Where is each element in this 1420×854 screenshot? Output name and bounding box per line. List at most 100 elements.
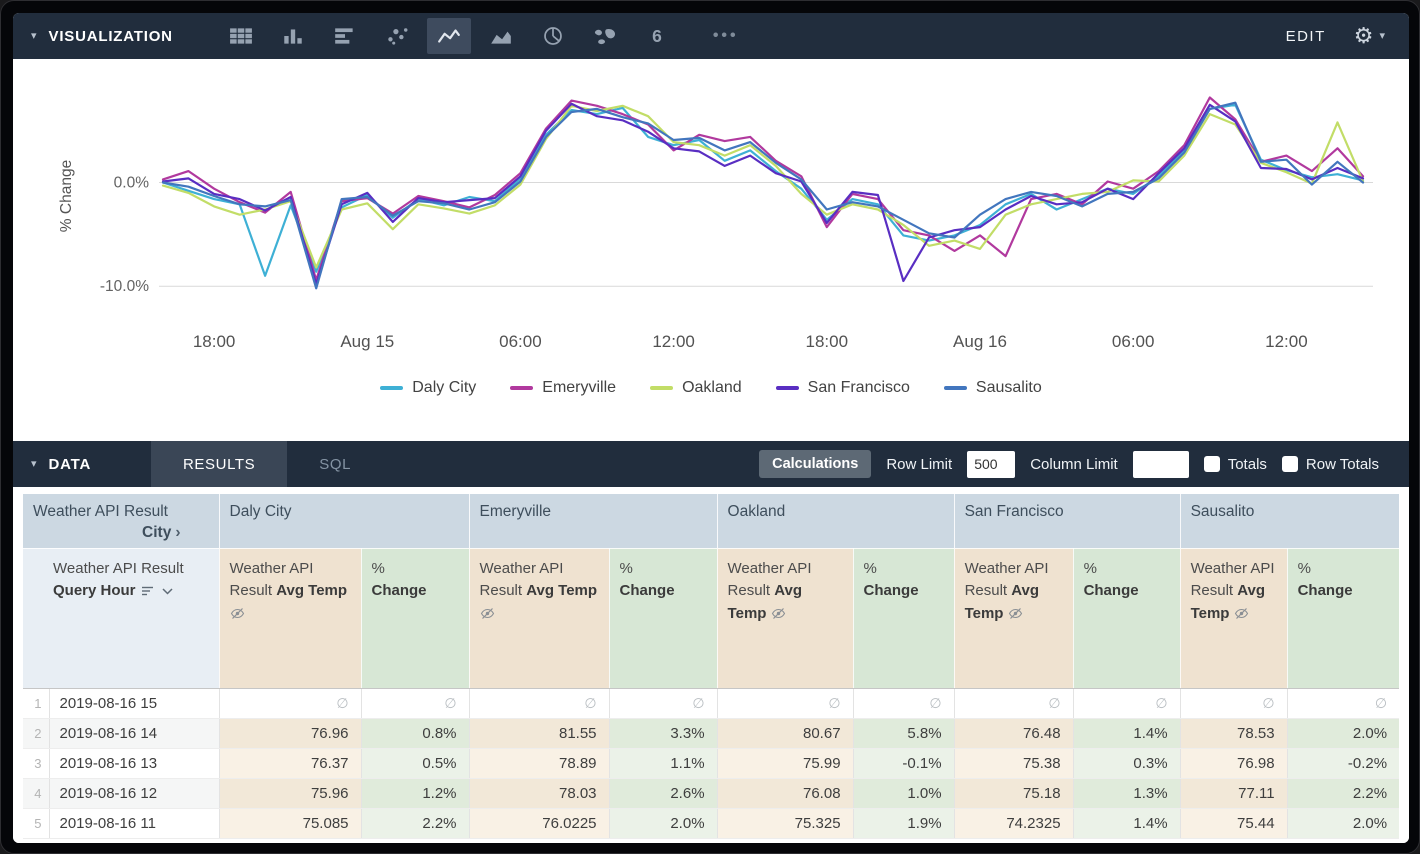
avg-temp-cell: 75.085 bbox=[218, 808, 362, 839]
pct-change-cell: 0.5% bbox=[360, 748, 470, 779]
gear-caret-icon: ▾ bbox=[1379, 29, 1385, 42]
pivot-dimension-label: Weather API Result bbox=[33, 503, 168, 520]
pct-change-cell: -0.1% bbox=[852, 748, 955, 779]
chevron-down-icon[interactable] bbox=[161, 588, 173, 595]
tab-results[interactable]: RESULTS bbox=[151, 441, 288, 487]
tab-sql[interactable]: SQL bbox=[319, 455, 352, 473]
visualization-title: VISUALIZATION bbox=[48, 27, 173, 45]
hidden-measure-icon bbox=[771, 607, 785, 619]
viz-type-column-chart-icon[interactable] bbox=[271, 18, 315, 54]
pivot-value-header-oakland[interactable]: Oakland bbox=[716, 494, 955, 549]
legend-item-sausalito[interactable]: Sausalito bbox=[943, 379, 1042, 397]
viz-type-pie-chart-icon[interactable] bbox=[531, 18, 575, 54]
row-number: 2 bbox=[23, 718, 50, 749]
pct-change-cell: ∅ bbox=[1286, 688, 1400, 719]
pivot-corner-header[interactable]: Weather API Result City › bbox=[23, 494, 220, 549]
table-row: 1 2019-08-16 15 ∅ ∅ ∅ ∅ ∅ ∅ ∅ ∅ ∅ ∅ bbox=[23, 688, 1400, 719]
edit-button[interactable]: EDIT bbox=[1285, 27, 1326, 45]
pivot-value-header-daly-city[interactable]: Daly City bbox=[218, 494, 470, 549]
avg-temp-cell: 76.98 bbox=[1179, 748, 1288, 779]
avg-temp-column-header[interactable]: Weather API Result Avg Temp bbox=[716, 548, 854, 689]
column-limit-input[interactable] bbox=[1132, 450, 1189, 478]
pct-change-cell: 5.8% bbox=[852, 718, 955, 749]
x-tick-label: 12:00 bbox=[1265, 332, 1308, 351]
avg-temp-cell: ∅ bbox=[1179, 688, 1288, 719]
query-hour-cell: 2019-08-16 13 bbox=[49, 748, 220, 779]
x-tick-label: 06:00 bbox=[1112, 332, 1155, 351]
avg-temp-cell: 76.08 bbox=[716, 778, 854, 809]
pct-change-cell: 1.2% bbox=[360, 778, 470, 809]
hidden-measure-icon bbox=[480, 607, 494, 619]
results-table-section: Weather API Result City › Daly City Emeryv… bbox=[13, 487, 1409, 843]
viz-type-map-icon[interactable] bbox=[583, 18, 627, 54]
query-hour-cell: 2019-08-16 12 bbox=[49, 778, 220, 809]
avg-temp-column-header[interactable]: Weather API Result Avg Temp bbox=[468, 548, 610, 689]
pct-change-cell: ∅ bbox=[1072, 688, 1181, 719]
avg-temp-cell: 76.48 bbox=[953, 718, 1074, 749]
avg-temp-cell: 80.67 bbox=[716, 718, 854, 749]
pct-change-cell: 3.3% bbox=[608, 718, 718, 749]
sort-icon[interactable] bbox=[141, 586, 155, 596]
row-dimension-header[interactable]: Weather API Result Query Hour bbox=[23, 548, 220, 689]
table-row: 5 2019-08-16 11 75.085 2.2% 76.0225 2.0% 75.32… bbox=[23, 808, 1400, 839]
row-totals-label: Row Totals bbox=[1305, 455, 1379, 473]
avg-temp-cell: ∅ bbox=[468, 688, 610, 719]
series-line-daly-city bbox=[161, 103, 1365, 277]
legend-item-oakland[interactable]: Oakland bbox=[650, 379, 742, 397]
results-table: Weather API Result City › Daly City Emeryv… bbox=[23, 494, 1400, 839]
pct-change-cell: 0.3% bbox=[1072, 748, 1181, 779]
legend-swatch-icon bbox=[510, 386, 534, 390]
query-hour-cell: 2019-08-16 15 bbox=[49, 688, 220, 719]
x-tick-label: 18:00 bbox=[193, 332, 236, 351]
gear-icon: ⚙ bbox=[1353, 23, 1374, 48]
line-chart[interactable]: 0.0% -10.0% 18:00 Aug 15 06:00 12:00 18:00 Aug … bbox=[13, 59, 1409, 377]
data-section-header[interactable]: ▾ DATA bbox=[31, 456, 151, 473]
viz-type-table-icon[interactable] bbox=[219, 18, 263, 54]
legend-label: Emeryville bbox=[542, 379, 617, 396]
y-axis-title: % Change bbox=[58, 160, 75, 232]
totals-checkbox[interactable]: Totals bbox=[1203, 456, 1267, 473]
row-totals-checkbox[interactable]: Row Totals bbox=[1281, 455, 1379, 473]
pct-change-column-header[interactable]: % Change bbox=[852, 548, 955, 689]
avg-temp-cell: 75.325 bbox=[716, 808, 854, 839]
row-limit-input[interactable] bbox=[967, 450, 1016, 478]
row-limit-label: Row Limit bbox=[886, 455, 953, 473]
legend-item-daly-city[interactable]: Daly City bbox=[380, 379, 476, 397]
row-number: 4 bbox=[23, 778, 50, 809]
query-hour-cell: 2019-08-16 14 bbox=[49, 718, 220, 749]
pct-change-column-header[interactable]: % Change bbox=[360, 548, 470, 689]
avg-temp-column-header[interactable]: Weather API Result Avg Temp bbox=[953, 548, 1074, 689]
pct-change-column-header[interactable]: % Change bbox=[1072, 548, 1181, 689]
pivot-value-header-san-francisco[interactable]: San Francisco bbox=[953, 494, 1181, 549]
legend-item-san-francisco[interactable]: San Francisco bbox=[775, 379, 910, 397]
row-number: 5 bbox=[23, 808, 50, 839]
avg-temp-cell: 75.38 bbox=[953, 748, 1074, 779]
legend-swatch-icon bbox=[650, 386, 674, 390]
legend-swatch-icon bbox=[380, 386, 404, 390]
visualization-collapse-caret-icon[interactable]: ▾ bbox=[31, 29, 37, 42]
row-totals-checkbox-box bbox=[1281, 456, 1298, 472]
pct-change-column-header[interactable]: % Change bbox=[1286, 548, 1400, 689]
hidden-measure-icon bbox=[1008, 607, 1022, 619]
pivot-value-header-emeryville[interactable]: Emeryville bbox=[468, 494, 718, 549]
series-line-san-francisco bbox=[161, 102, 1365, 286]
avg-temp-cell: 75.44 bbox=[1179, 808, 1288, 839]
viz-type-bar-chart-icon[interactable] bbox=[323, 18, 367, 54]
explore-content: ▾ VISUALIZATION 6 ••• EDIT ⚙ ▾ 0.0% -10.0… bbox=[13, 13, 1409, 843]
viz-type-scatter-icon[interactable] bbox=[375, 18, 419, 54]
viz-type-single-value-icon[interactable]: 6 bbox=[635, 18, 679, 54]
avg-temp-column-header[interactable]: Weather API Result Avg Temp bbox=[218, 548, 362, 689]
pct-change-column-header[interactable]: % Change bbox=[608, 548, 718, 689]
pivot-field-label: City › bbox=[142, 524, 181, 541]
legend-label: Sausalito bbox=[975, 379, 1042, 396]
more-viz-types-icon[interactable]: ••• bbox=[712, 27, 739, 44]
pct-change-cell: ∅ bbox=[852, 688, 955, 719]
viz-settings-button[interactable]: ⚙ ▾ bbox=[1354, 25, 1385, 47]
avg-temp-cell: 75.99 bbox=[716, 748, 854, 779]
pivot-value-header-sausalito[interactable]: Sausalito bbox=[1179, 494, 1400, 549]
avg-temp-column-header[interactable]: Weather API Result Avg Temp bbox=[1179, 548, 1288, 689]
calculations-button[interactable]: Calculations bbox=[759, 450, 872, 478]
viz-type-area-chart-icon[interactable] bbox=[479, 18, 523, 54]
legend-item-emeryville[interactable]: Emeryville bbox=[510, 379, 616, 397]
viz-type-line-chart-icon[interactable] bbox=[426, 18, 471, 54]
